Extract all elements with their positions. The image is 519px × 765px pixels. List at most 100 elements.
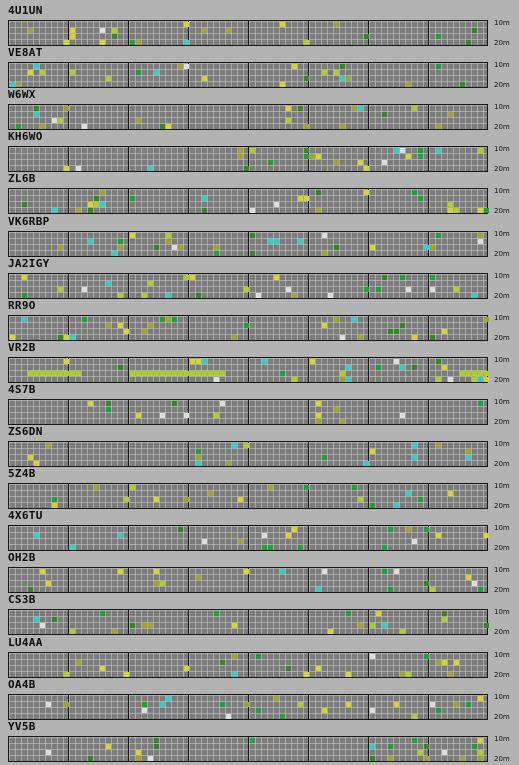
signal-cell: [100, 40, 105, 45]
signal-cell: [28, 455, 33, 460]
signal-cell: [322, 251, 327, 256]
signal-cell: [418, 154, 423, 159]
signal-cell: [64, 106, 69, 111]
time-slot-divider: [308, 484, 309, 508]
signal-cell: [52, 371, 57, 376]
signal-cell: [160, 371, 165, 376]
signal-cell: [148, 756, 153, 761]
signal-cell: [460, 371, 465, 376]
time-slot-divider: [368, 21, 369, 45]
signal-cell: [40, 70, 45, 75]
signal-cell: [280, 82, 285, 87]
signal-cell: [112, 34, 117, 39]
time-slot-divider: [248, 147, 249, 171]
time-slot-divider: [188, 610, 189, 634]
signal-cell: [322, 323, 327, 328]
signal-cell: [370, 708, 375, 713]
signal-cell: [196, 575, 201, 580]
band-label-bottom: 20m: [494, 755, 510, 763]
signal-cell: [202, 371, 207, 376]
signal-cell: [268, 160, 273, 165]
signal-cell: [34, 64, 39, 69]
time-slot-divider: [128, 21, 129, 45]
beacon-row: ZL6B 10m 20m: [0, 172, 519, 215]
signal-cell: [52, 617, 57, 622]
signal-cell: [304, 40, 309, 45]
signal-cell: [118, 533, 123, 538]
time-slot-divider: [428, 695, 429, 719]
time-slot-divider: [128, 610, 129, 634]
time-slot-divider: [308, 653, 309, 677]
signal-cell: [94, 485, 99, 490]
band-label-top: 10m: [494, 19, 510, 27]
time-slot-divider: [368, 568, 369, 592]
signal-cell: [124, 329, 129, 334]
time-slot-divider: [308, 400, 309, 424]
time-slot-divider: [188, 400, 189, 424]
beacon-row: VR2B 10m 20m: [0, 341, 519, 384]
signal-cell: [268, 545, 273, 550]
time-slot-divider: [248, 274, 249, 298]
signal-cell: [478, 377, 483, 382]
signal-cell: [274, 239, 279, 244]
signal-cell: [394, 702, 399, 707]
signal-cell: [166, 371, 171, 376]
signal-cell: [256, 654, 261, 659]
beacon-row: OH2B 10m 20m: [0, 551, 519, 594]
signal-cell: [478, 738, 483, 743]
time-slot-divider: [368, 400, 369, 424]
signal-cell: [460, 82, 465, 87]
callsign-label: 4X6TU: [8, 509, 43, 522]
signal-cell: [10, 82, 15, 87]
time-slot-divider: [188, 737, 189, 761]
signal-cell: [100, 666, 105, 671]
signal-cell: [346, 611, 351, 616]
signal-cell: [154, 70, 159, 75]
signal-cell: [244, 287, 249, 292]
signal-cell: [412, 443, 417, 448]
signal-cell: [160, 124, 165, 129]
beacon-reception-grid: [8, 652, 488, 678]
beacon-reception-grid: [8, 736, 488, 762]
beacon-row: RR9O 10m 20m: [0, 299, 519, 342]
time-slot-divider: [188, 358, 189, 382]
time-slot-divider: [188, 484, 189, 508]
signal-cell: [442, 611, 447, 616]
signal-cell: [334, 70, 339, 75]
signal-cell: [346, 702, 351, 707]
signal-cell: [118, 569, 123, 574]
signal-cell: [472, 28, 477, 33]
signal-cell: [220, 702, 225, 707]
time-slot-divider: [368, 526, 369, 550]
signal-cell: [352, 317, 357, 322]
signal-cell: [340, 124, 345, 129]
signal-cell: [412, 106, 417, 111]
signal-cell: [154, 581, 159, 586]
signal-cell: [478, 371, 483, 376]
signal-cell: [478, 756, 483, 761]
time-slot-divider: [68, 737, 69, 761]
callsign-label: ZS6DN: [8, 425, 43, 438]
signal-cell: [58, 371, 63, 376]
time-slot-divider: [188, 232, 189, 256]
signal-cell: [82, 287, 87, 292]
signal-cell: [196, 359, 201, 364]
signal-cell: [220, 660, 225, 665]
band-label-top: 10m: [494, 566, 510, 574]
time-slot-divider: [128, 105, 129, 129]
band-label-top: 10m: [494, 61, 510, 69]
signal-cell: [154, 371, 159, 376]
signal-cell: [418, 497, 423, 502]
signal-cell: [244, 323, 249, 328]
signal-cell: [184, 413, 189, 418]
signal-cell: [478, 750, 483, 755]
signal-cell: [118, 365, 123, 370]
signal-cell: [472, 293, 477, 298]
signal-cell: [412, 714, 417, 719]
signal-cell: [394, 148, 399, 153]
band-label-top: 10m: [494, 693, 510, 701]
time-slot-divider: [248, 610, 249, 634]
time-slot-divider: [428, 147, 429, 171]
signal-cell: [316, 413, 321, 418]
time-slot-divider: [308, 21, 309, 45]
